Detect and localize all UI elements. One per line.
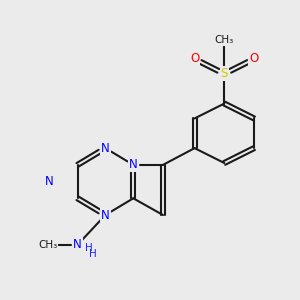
Text: H: H xyxy=(85,243,93,253)
Text: S: S xyxy=(220,67,228,80)
Text: O: O xyxy=(190,52,199,65)
Text: H: H xyxy=(88,249,96,259)
Text: N: N xyxy=(101,142,110,154)
Text: O: O xyxy=(249,52,259,65)
Text: CH₃: CH₃ xyxy=(38,240,58,250)
Text: N: N xyxy=(129,158,138,171)
Text: CH₃: CH₃ xyxy=(215,35,234,45)
Text: N: N xyxy=(45,175,54,188)
Text: N: N xyxy=(73,238,82,251)
Text: N: N xyxy=(101,208,110,221)
